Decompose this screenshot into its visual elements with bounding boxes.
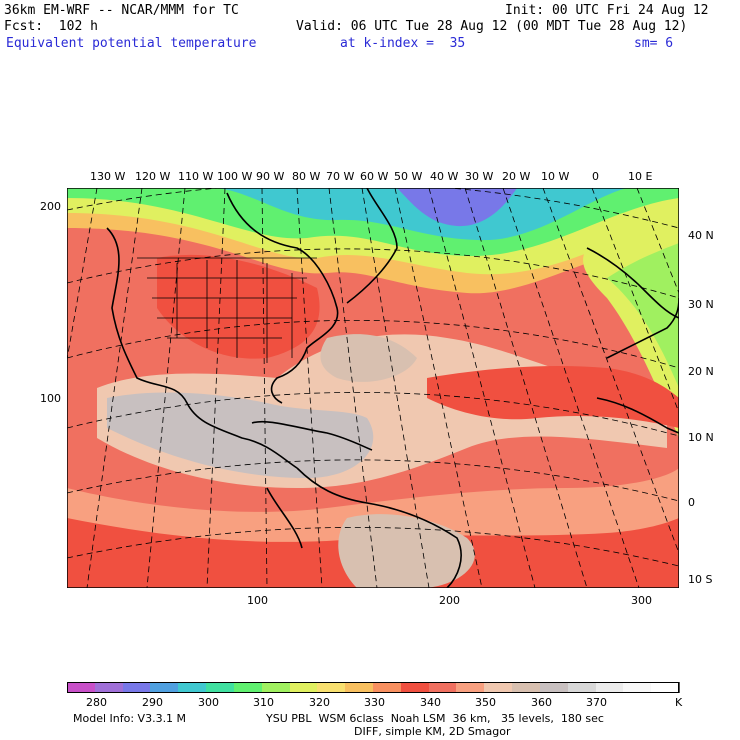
grid-y-label: 100 [40, 392, 61, 405]
level-info: at k-index = 35 [340, 36, 466, 51]
lon-label: 0 [592, 170, 599, 183]
lon-label: 110 W [178, 170, 214, 183]
lat-label: 30 N [688, 298, 714, 311]
lon-label: 100 W [217, 170, 253, 183]
grid-y-label: 200 [40, 200, 61, 213]
legend-label: 290 [142, 696, 163, 709]
field-band-europe-inner [607, 243, 679, 388]
field-band-360 [107, 392, 374, 478]
coastlines [106, 188, 679, 588]
lat-label: 0 [688, 496, 695, 509]
grid-x-label: 300 [631, 594, 652, 607]
model-physics: YSU PBL WSM 6class Noah LSM 36 km, 35 le… [266, 712, 604, 725]
lon-label: 90 W [256, 170, 285, 183]
legend-frame [67, 682, 679, 693]
lon-label: 130 W [90, 170, 126, 183]
graticule [67, 188, 679, 588]
lat-label: 40 N [688, 229, 714, 242]
model-info: Model Info: V3.3.1 M [73, 712, 187, 725]
lat-label: 20 N [688, 365, 714, 378]
grid-x-label: 100 [247, 594, 268, 607]
theta-e-map [67, 188, 679, 588]
legend-label: 330 [364, 696, 385, 709]
model-title: 36km EM-WRF -- NCAR/MMM for TC [4, 3, 239, 18]
diffusion-info: DIFF, simple KM, 2D Smagor [354, 725, 511, 738]
field-band-sa-interior [338, 514, 475, 588]
legend-label: 350 [475, 696, 496, 709]
legend-label: 300 [198, 696, 219, 709]
lon-label: 50 W [394, 170, 423, 183]
init-time: Init: 00 UTC Fri 24 Aug 12 [505, 3, 709, 18]
field-band-atlantic [427, 366, 679, 428]
legend-unit: K [675, 696, 683, 709]
lon-label: 10 W [541, 170, 570, 183]
lon-label: 30 W [465, 170, 494, 183]
lon-label: 70 W [326, 170, 355, 183]
forecast-hour: Fcst: 102 h [4, 19, 98, 34]
legend-label: 280 [86, 696, 107, 709]
legend-label: 310 [253, 696, 274, 709]
legend-label: 320 [309, 696, 330, 709]
political-boundaries [137, 257, 317, 363]
smoothing-info: sm= 6 [634, 36, 674, 51]
field-band-300 [217, 188, 627, 241]
field-band-us-warm [157, 254, 320, 359]
field-band-290 [397, 188, 517, 227]
legend-label: 370 [586, 696, 607, 709]
lat-label: 10 S [688, 573, 713, 586]
lon-label: 80 W [292, 170, 321, 183]
lat-label: 10 N [688, 431, 714, 444]
legend-swatch [651, 682, 680, 693]
lon-label: 60 W [360, 170, 389, 183]
lon-label: 20 W [502, 170, 531, 183]
legend-label: 360 [531, 696, 552, 709]
lon-label: 40 W [430, 170, 459, 183]
legend-label: 340 [420, 696, 441, 709]
field-name: Equivalent potential temperature [6, 36, 257, 51]
lon-label: 120 W [135, 170, 171, 183]
valid-time: Valid: 06 UTC Tue 28 Aug 12 (00 MDT Tue … [296, 19, 688, 34]
grid-x-label: 200 [439, 594, 460, 607]
lon-label: 10 E [628, 170, 653, 183]
